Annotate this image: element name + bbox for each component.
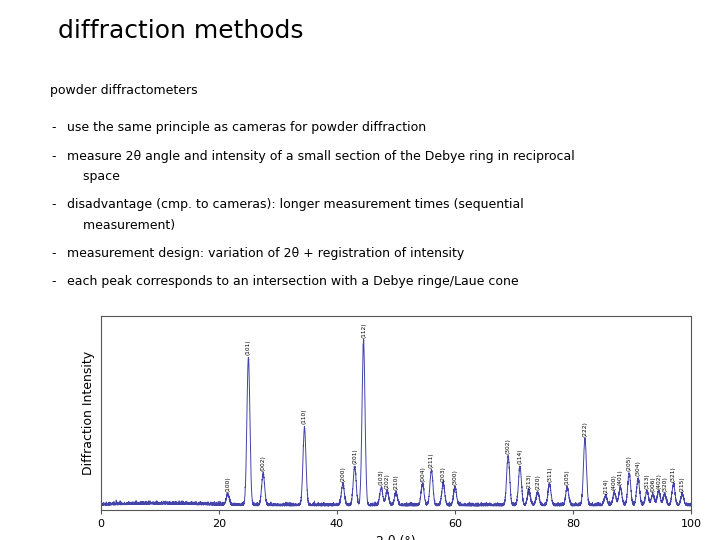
Text: (203): (203) (441, 466, 446, 482)
Text: (300): (300) (453, 469, 457, 485)
Text: (201): (201) (352, 449, 357, 464)
Text: (205): (205) (626, 455, 631, 471)
Text: (211): (211) (429, 452, 434, 468)
Text: (103): (103) (379, 469, 384, 485)
Text: (110): (110) (302, 409, 307, 424)
Text: (402): (402) (656, 472, 661, 489)
Y-axis label: Diffraction Intensity: Diffraction Intensity (82, 351, 95, 475)
Text: powder diffractometers: powder diffractometers (50, 84, 198, 97)
Text: (100): (100) (225, 476, 230, 492)
Text: (213): (213) (526, 473, 531, 489)
Text: (321): (321) (671, 466, 676, 482)
Text: use the same principle as cameras for powder diffraction: use the same principle as cameras for po… (67, 122, 426, 134)
Text: (004): (004) (420, 466, 425, 482)
X-axis label: 2 θ (°): 2 θ (°) (376, 535, 416, 540)
Text: (006): (006) (650, 476, 655, 492)
Text: (304): (304) (636, 461, 641, 476)
Text: (002): (002) (261, 455, 266, 471)
Text: (200): (200) (341, 466, 346, 482)
Text: (320): (320) (662, 476, 667, 492)
Text: (302): (302) (505, 438, 510, 454)
Text: -: - (52, 247, 56, 260)
Text: (400): (400) (612, 475, 617, 490)
Text: space: space (67, 170, 120, 183)
Text: -: - (52, 122, 56, 134)
Text: (114): (114) (518, 449, 523, 464)
Text: (202): (202) (384, 472, 390, 489)
Text: measure 2θ angle and intensity of a small section of the Debye ring in reciproca: measure 2θ angle and intensity of a smal… (67, 150, 575, 163)
Text: diffraction methods: diffraction methods (58, 19, 303, 43)
Text: measurement): measurement) (67, 219, 175, 232)
Text: disadvantage (cmp. to cameras): longer measurement times (sequential: disadvantage (cmp. to cameras): longer m… (67, 198, 523, 211)
Text: (101): (101) (246, 339, 251, 355)
Text: (105): (105) (564, 469, 570, 485)
Text: (222): (222) (582, 421, 588, 436)
Text: (214): (214) (603, 478, 608, 494)
Text: each peak corresponds to an intersection with a Debye ringe/Laue cone: each peak corresponds to an intersection… (67, 275, 518, 288)
Text: -: - (52, 150, 56, 163)
Text: (313): (313) (644, 473, 649, 489)
Text: (311): (311) (547, 466, 552, 482)
Text: (210): (210) (394, 475, 398, 490)
Text: (112): (112) (361, 322, 366, 338)
Text: (220): (220) (535, 475, 540, 490)
Text: -: - (52, 198, 56, 211)
Text: (401): (401) (618, 469, 623, 485)
Text: measurement design: variation of 2θ + registration of intensity: measurement design: variation of 2θ + re… (67, 247, 464, 260)
Text: -: - (52, 275, 56, 288)
Text: (215): (215) (680, 476, 685, 492)
